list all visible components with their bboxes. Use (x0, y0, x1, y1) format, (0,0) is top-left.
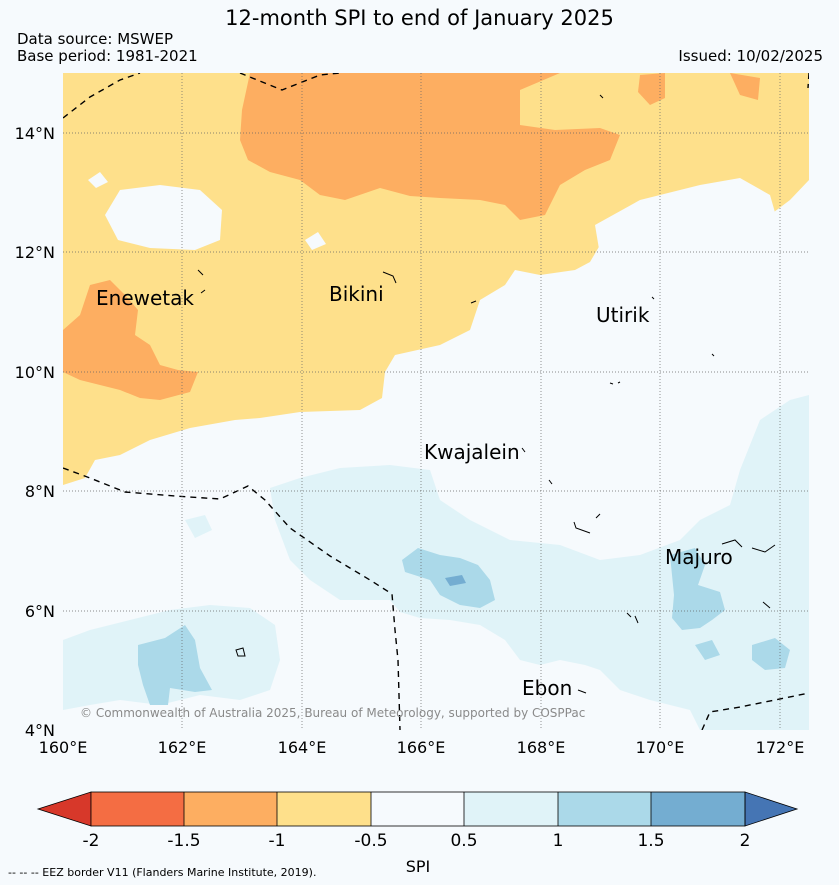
spi-region-wet-mild (270, 395, 809, 730)
colorbar: -2 -1.5 -1 -0.5 0.5 1 1.5 2 SPI (36, 791, 799, 876)
spi-region-normal-hole (105, 185, 222, 250)
colorbar-segment (277, 792, 371, 826)
colorbar-tick: 2 (740, 831, 751, 851)
spi-region-wet-moderate (138, 625, 212, 705)
lat-label: 12°N (15, 243, 55, 262)
colorbar-extend-low (36, 791, 92, 827)
atoll-outlines (197, 94, 776, 694)
lat-label: 8°N (25, 482, 55, 501)
colorbar-segment (371, 792, 464, 826)
lat-label: 14°N (15, 124, 55, 143)
colorbar-segment (184, 792, 277, 826)
colorbar-tick: 0.5 (450, 831, 477, 851)
place-label-ebon: Ebon (522, 676, 572, 700)
spi-region-dry-severe (63, 280, 198, 400)
colorbar-tick: -1 (269, 831, 286, 851)
place-label-bikini: Bikini (329, 282, 384, 306)
colorbar-tick: -0.5 (354, 831, 387, 851)
place-label-utirik: Utirik (596, 303, 650, 327)
spi-region-wet-mild (185, 515, 212, 538)
spi-region-dry-severe (240, 73, 620, 220)
colorbar-segment (651, 792, 745, 826)
place-label-kwajalein: Kwajalein (424, 440, 520, 464)
lon-label: 160°E (39, 738, 88, 757)
lat-label: 10°N (15, 363, 55, 382)
colorbar-tick: -1.5 (167, 831, 200, 851)
copyright-notice: © Commonwealth of Australia 2025, Bureau… (80, 706, 585, 720)
lon-label: 172°E (756, 738, 805, 757)
spi-region-wet-moderate (752, 638, 790, 670)
colorbar-tick: 1 (553, 831, 564, 851)
spi-region-wet-moderate (670, 548, 725, 630)
base-period: Base period: 1981-2021 (17, 47, 198, 65)
eez-border (63, 73, 809, 730)
spi-region-dry-severe (730, 73, 760, 100)
gridlines (63, 73, 809, 730)
lon-label: 164°E (278, 738, 327, 757)
map-title: 12-month SPI to end of January 2025 (225, 6, 614, 30)
spi-region-normal-hole (88, 172, 108, 188)
place-label-enewetak: Enewetak (96, 286, 194, 310)
lon-label: 162°E (158, 738, 207, 757)
colorbar-tick: -2 (83, 831, 100, 851)
issued-date: Issued: 10/02/2025 (678, 47, 823, 65)
colorbar-segment (91, 792, 184, 826)
colorbar-extend-high (744, 791, 799, 827)
colorbar-label: SPI (406, 857, 431, 876)
spi-region-dry-moderate (63, 73, 809, 485)
data-source: Data source: MSWEP (17, 30, 174, 48)
spi-region-wet-moderate (695, 640, 720, 660)
spi-region-normal-hole (595, 178, 780, 265)
lat-label: 6°N (25, 602, 55, 621)
lon-label: 168°E (517, 738, 566, 757)
colorbar-segment (464, 792, 558, 826)
colorbar-tick: 1.5 (637, 831, 664, 851)
spi-region-wet-severe (445, 575, 466, 586)
lon-label: 170°E (636, 738, 685, 757)
eez-footnote: -- -- -- EEZ border V11 (Flanders Marine… (8, 866, 317, 879)
colorbar-segment (558, 792, 651, 826)
place-label-majuro: Majuro (665, 545, 733, 569)
lat-label: 4°N (25, 721, 55, 740)
spi-region-dry-severe (638, 73, 665, 105)
lon-label: 166°E (397, 738, 446, 757)
spi-region-normal-hole (305, 232, 326, 250)
